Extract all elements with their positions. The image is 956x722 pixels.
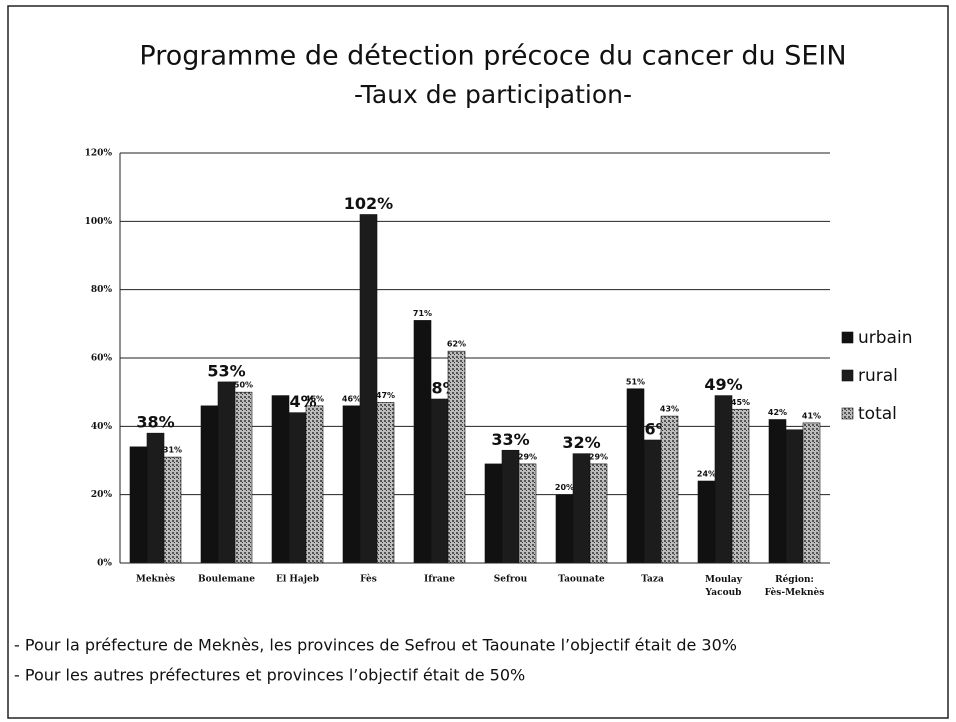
- data-label: 24%: [697, 470, 716, 479]
- bar: [714, 395, 733, 564]
- bar: [785, 429, 804, 564]
- y-tick-label: 120%: [85, 149, 113, 159]
- data-label: 38%: [136, 413, 174, 432]
- data-label: 46%: [342, 394, 361, 403]
- y-tick-label: 100%: [85, 217, 113, 227]
- legend-swatch: [841, 407, 854, 420]
- data-label: 32%: [562, 433, 600, 452]
- data-label: 45%: [731, 398, 750, 407]
- bar: [731, 408, 750, 564]
- y-tick-label: 60%: [91, 354, 113, 364]
- bar: [447, 350, 466, 564]
- x-tick-label: Ifrane: [424, 575, 455, 585]
- chart-subtitle: -Taux de participation-: [354, 80, 632, 109]
- bar: [305, 405, 324, 564]
- bar: [376, 402, 395, 564]
- y-tick-label: 80%: [91, 285, 113, 295]
- data-label: 20%: [555, 483, 574, 492]
- data-label: 71%: [413, 309, 432, 318]
- data-label: 41%: [802, 411, 821, 420]
- data-label: 53%: [207, 361, 245, 380]
- bar: [697, 480, 716, 564]
- y-tick-label: 40%: [91, 422, 113, 432]
- bar: [163, 456, 182, 564]
- legend-label: urbain: [858, 328, 912, 348]
- legend-swatch: [841, 331, 854, 344]
- x-tick-label: Taounate: [558, 575, 605, 585]
- data-label: 102%: [344, 194, 393, 213]
- bar: [660, 415, 679, 564]
- x-tick-label: Fès: [360, 574, 377, 585]
- bar: [200, 405, 219, 564]
- legend-label: total: [858, 404, 897, 424]
- data-label: 43%: [660, 405, 679, 414]
- bar: [555, 494, 574, 564]
- bar: [501, 449, 520, 564]
- bar: [802, 422, 821, 564]
- data-label: 50%: [234, 381, 253, 390]
- data-label: 33%: [491, 430, 529, 449]
- bar: [234, 391, 253, 564]
- bar: [643, 439, 662, 564]
- note: - Pour la préfecture de Meknès, les prov…: [14, 636, 737, 655]
- data-label: 47%: [376, 391, 395, 400]
- x-tick-label: Moulay Yacoub: [705, 575, 743, 598]
- bar: [146, 432, 165, 564]
- bar: [768, 419, 787, 564]
- x-tick-label: Taza: [641, 575, 664, 585]
- note: - Pour les autres préfectures et provinc…: [14, 666, 525, 685]
- data-label: 31%: [163, 446, 182, 455]
- bar: [217, 381, 236, 564]
- bar: [430, 398, 449, 564]
- y-tick-label: 0%: [97, 559, 112, 569]
- bar: [288, 412, 307, 564]
- legend-swatch: [841, 369, 854, 382]
- data-label: 29%: [518, 452, 537, 461]
- legend-label: rural: [858, 366, 898, 386]
- bar: [484, 463, 503, 564]
- data-label: 42%: [768, 408, 787, 417]
- bar: [359, 214, 378, 564]
- x-tick-label: Meknès: [136, 574, 175, 585]
- bar: [342, 405, 361, 564]
- slide-border: [7, 5, 949, 719]
- data-label: 29%: [589, 452, 608, 461]
- chart-title: Programme de détection précoce du cancer…: [139, 41, 846, 72]
- data-label: 62%: [447, 340, 466, 349]
- bar: [626, 388, 645, 564]
- y-tick-label: 20%: [91, 490, 113, 500]
- bar: [413, 320, 432, 564]
- x-tick-label: Boulemane: [198, 575, 255, 585]
- x-tick-label: El Hajeb: [276, 575, 319, 585]
- x-tick-label: Région: Fès-Meknès: [765, 574, 825, 598]
- bar: [518, 463, 537, 564]
- bar: [129, 446, 148, 564]
- x-tick-label: Sefrou: [494, 575, 528, 585]
- bar: [589, 463, 608, 564]
- bar: [572, 453, 591, 564]
- bar: [271, 395, 290, 564]
- data-label: 49%: [704, 375, 742, 394]
- data-label: 46%: [305, 394, 324, 403]
- data-label: 51%: [626, 377, 645, 386]
